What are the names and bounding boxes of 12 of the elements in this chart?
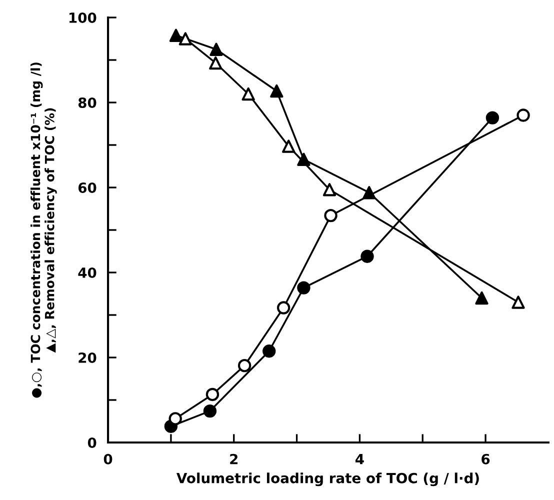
x-tick-label: 4 [355,454,364,464]
x-tick-label: 6 [482,454,490,464]
y-tick-label: 80 [78,97,96,108]
y-tick-label: 100 [69,12,96,23]
y-tick-label: 40 [78,267,96,278]
y-tick-label: 60 [78,182,96,193]
x-axis-title: Volumetric loading rate of TOC (g / l·d) [176,472,479,486]
x-tick-label: 0 [104,454,112,464]
y-tick-label: 0 [88,437,96,448]
x-tick-label: 2 [230,454,238,464]
y-axis-title: ●,○, TOC concentration in effluent x10⁻¹ (mg /l) ▲,△, Removal efficiency of TOC (%) [30,62,57,398]
y-tick-label: 20 [78,352,96,363]
